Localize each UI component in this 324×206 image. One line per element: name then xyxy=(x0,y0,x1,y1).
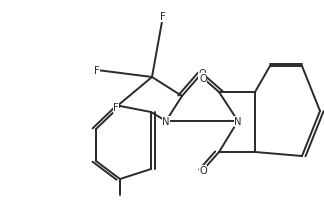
Text: O: O xyxy=(199,165,207,175)
Text: O: O xyxy=(199,74,207,84)
Text: N: N xyxy=(162,116,170,126)
Text: F: F xyxy=(160,12,166,22)
Text: N: N xyxy=(234,116,242,126)
Text: F: F xyxy=(113,103,119,112)
Text: F: F xyxy=(94,66,100,76)
Text: O: O xyxy=(198,69,206,79)
